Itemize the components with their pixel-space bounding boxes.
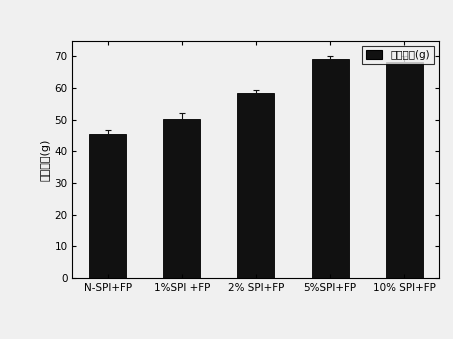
Bar	[386, 62, 423, 278]
Bar	[163, 119, 200, 278]
Bar	[312, 59, 349, 278]
Bar	[89, 134, 126, 278]
Y-axis label: 凝胶强度(g): 凝胶强度(g)	[40, 138, 50, 180]
Legend: 凝胶强度(g): 凝胶强度(g)	[362, 46, 434, 64]
Bar	[237, 93, 275, 278]
